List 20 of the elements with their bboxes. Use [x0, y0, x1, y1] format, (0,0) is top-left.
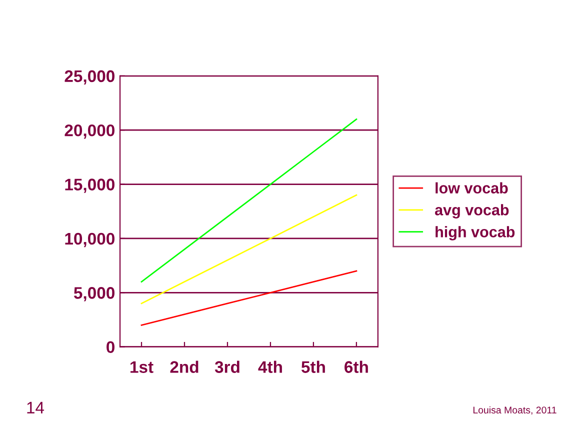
text: 14 [27, 402, 44, 414]
x-tick-label: 5th [301, 360, 325, 373]
line-series [140, 194, 358, 304]
x-tick-label: 6th [344, 360, 368, 373]
line-series [140, 270, 358, 326]
x-tick-label: 1st [130, 361, 154, 373]
y-tick-label: 0 [106, 341, 114, 354]
x-tick-label: 3rd [214, 360, 240, 373]
x-tick-label: 4th [258, 360, 282, 373]
legend-label: high vocab [436, 226, 515, 240]
text: Louisa Moats, 2011 [473, 406, 556, 415]
y-tick-label: 15,000 [65, 178, 114, 193]
y-tick-label: 10,000 [65, 232, 114, 248]
y-tick-label: 20,000 [64, 124, 114, 139]
y-tick-label: 5,000 [74, 287, 114, 302]
legend-label: low vocab [436, 182, 508, 194]
line-series [140, 118, 358, 282]
y-tick-label: 25,000 [64, 70, 114, 85]
x-tick-label: 2nd [170, 360, 198, 373]
legend-label: avg vocab [435, 204, 509, 218]
